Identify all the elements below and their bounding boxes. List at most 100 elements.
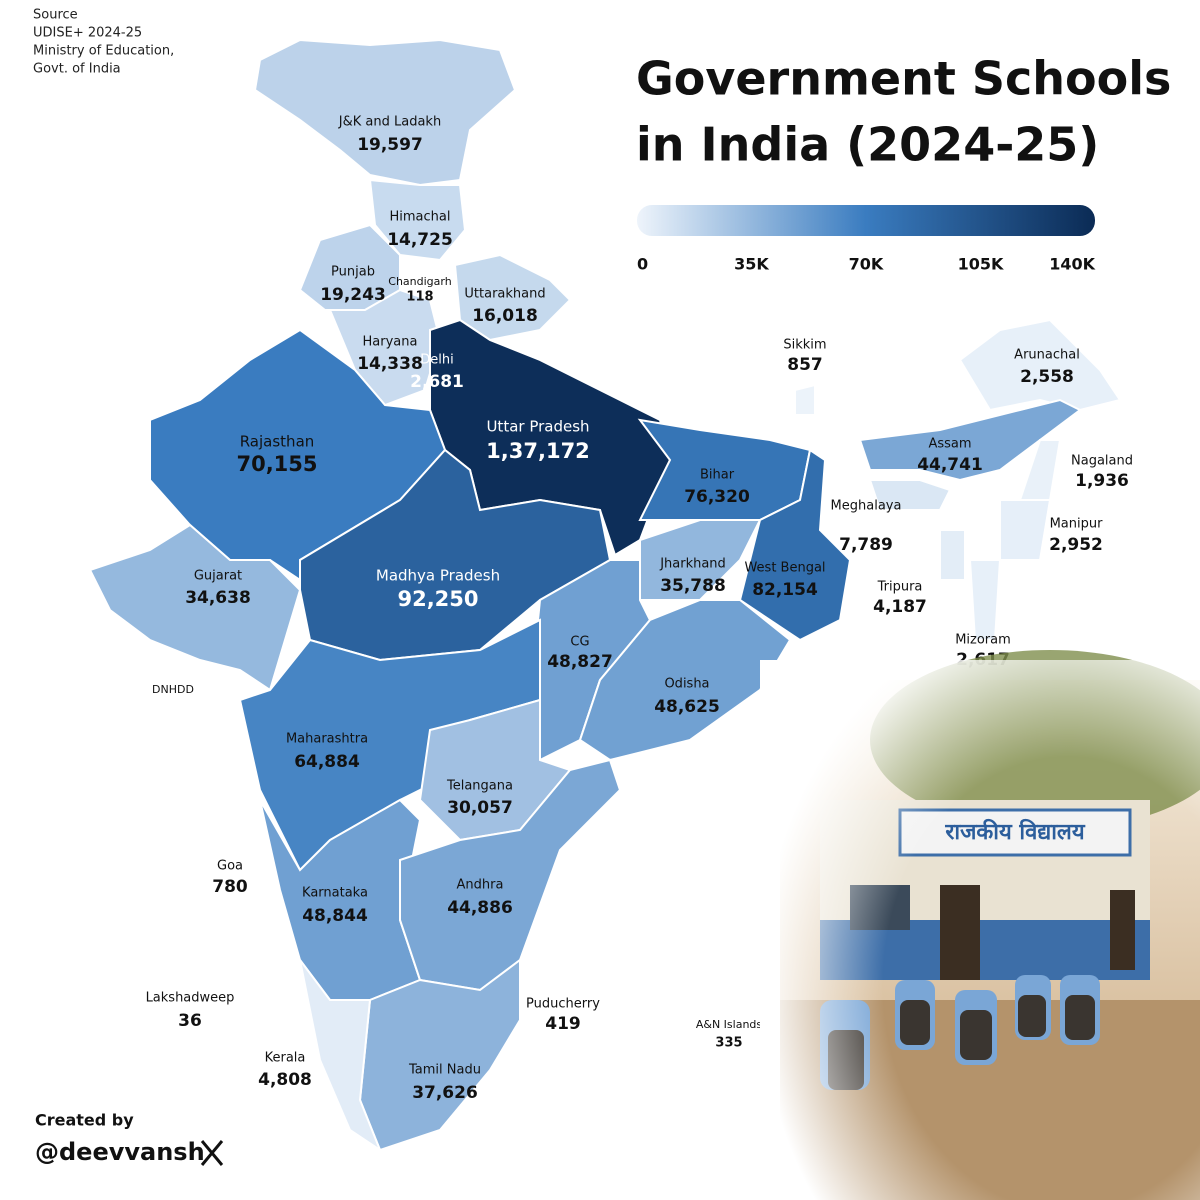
credit-label: Created by xyxy=(35,1111,134,1130)
region-value: 419 xyxy=(545,1014,581,1034)
school-photo: राजकीय विद्यालय xyxy=(760,650,1200,1200)
legend-tick-label: 35K xyxy=(734,255,769,274)
region-name: A&N Islands xyxy=(696,1018,763,1031)
region-name: Sikkim xyxy=(783,338,826,353)
region-shape xyxy=(939,529,966,581)
region-name: CG xyxy=(570,635,589,650)
source-line: UDISE+ 2024-25 xyxy=(33,26,142,41)
region-shape xyxy=(368,178,467,262)
region-value: 14,338 xyxy=(357,354,423,374)
region-shape xyxy=(149,328,447,582)
region-name: Rajasthan xyxy=(240,433,315,451)
region-value: 37,626 xyxy=(412,1083,478,1103)
region-name: Assam xyxy=(928,437,971,452)
region-shape xyxy=(299,959,383,1153)
region-value: 16,018 xyxy=(472,306,538,326)
region-value: 2,681 xyxy=(410,372,464,392)
region-name: Arunachal xyxy=(1014,348,1080,363)
region-value: 36 xyxy=(178,1011,202,1031)
region-value: 82,154 xyxy=(752,580,818,600)
source-line: Source xyxy=(33,8,78,23)
region-name: Uttar Pradesh xyxy=(486,418,589,436)
region-value: 4,187 xyxy=(873,597,927,617)
region-value: 780 xyxy=(212,877,248,897)
region-value: 48,827 xyxy=(547,652,613,672)
region-name: Himachal xyxy=(390,210,451,225)
credit-handle: @deevvansh xyxy=(35,1138,205,1166)
region-name: Punjab xyxy=(331,265,375,280)
map: J&K and Ladakh 19,597 Himachal 14,725 Punjab… xyxy=(88,38,1133,1153)
region-name: Mizoram xyxy=(955,633,1011,648)
region-name: Goa xyxy=(217,859,243,874)
region-value: 19,243 xyxy=(320,285,386,305)
region-shape xyxy=(399,758,622,992)
region-value: 34,638 xyxy=(185,588,251,608)
region-name: West Bengal xyxy=(744,561,825,576)
region-value: 7,789 xyxy=(839,535,893,555)
region-name: J&K and Ladakh xyxy=(338,115,441,130)
region-name: Madhya Pradesh xyxy=(376,567,500,585)
region-value: 30,057 xyxy=(447,798,513,818)
legend-tick-label: 105K xyxy=(958,255,1004,274)
region-value: 4,808 xyxy=(258,1070,312,1090)
region-shape xyxy=(999,499,1052,561)
region-value: 35,788 xyxy=(660,576,726,596)
region-name: Odisha xyxy=(664,677,709,692)
region-value: 118 xyxy=(406,290,433,305)
region-value: 857 xyxy=(787,355,823,375)
region-shape xyxy=(253,38,517,187)
region-shape xyxy=(968,559,1002,641)
region-name: DNHDD xyxy=(152,683,194,696)
region-value: 76,320 xyxy=(684,487,750,507)
region-name: Kerala xyxy=(265,1051,306,1066)
region-value: 14,725 xyxy=(387,230,453,250)
region-name: Jharkhand xyxy=(659,557,726,572)
title: Government Schools xyxy=(636,52,1171,106)
region-value: 48,844 xyxy=(302,906,368,926)
title: in India (2024-25) xyxy=(636,118,1099,172)
region-shape xyxy=(868,479,952,511)
region-name: Lakshadweep xyxy=(146,991,235,1006)
region-name: Gujarat xyxy=(194,569,242,584)
region-value: 64,884 xyxy=(294,752,360,772)
source-line: Govt. of India xyxy=(33,62,121,77)
region-value: 1,37,172 xyxy=(486,439,590,463)
region-name: Uttarakhand xyxy=(464,287,545,302)
region-name: Telangana xyxy=(446,779,513,794)
region-name: Bihar xyxy=(700,468,735,483)
region-value: 2,952 xyxy=(1049,535,1103,555)
region-name: Tripura xyxy=(877,580,923,595)
region-value: 44,886 xyxy=(447,898,513,918)
region-value: 2,558 xyxy=(1020,367,1074,387)
legend-bar xyxy=(637,205,1095,236)
region-shape xyxy=(794,383,816,416)
x-logo xyxy=(200,1140,224,1166)
photo-sign: राजकीय विद्यालय xyxy=(944,818,1085,845)
region-name: Haryana xyxy=(363,335,418,350)
region-name: Manipur xyxy=(1050,517,1104,532)
region-shape xyxy=(958,318,1122,412)
legend-tick-label: 140K xyxy=(1049,255,1095,274)
region-shape xyxy=(88,523,302,692)
region-name: Tamil Nadu xyxy=(408,1063,481,1078)
region-name: Nagaland xyxy=(1071,454,1133,469)
region-value: 92,250 xyxy=(397,587,478,611)
region-value: 70,155 xyxy=(236,452,317,476)
legend-tick-label: 70K xyxy=(849,255,884,274)
region-name: Karnataka xyxy=(302,886,368,901)
region-name: Meghalaya xyxy=(831,499,902,514)
region-name: Andhra xyxy=(457,878,504,893)
region-name: Chandigarh xyxy=(388,275,451,288)
source-line: Ministry of Education, xyxy=(33,44,174,59)
region-value: 1,936 xyxy=(1075,471,1129,491)
region-value: 44,741 xyxy=(917,455,983,475)
region-shape xyxy=(738,448,852,642)
region-value: 335 xyxy=(715,1036,742,1051)
legend-tick-label: 0 xyxy=(637,255,648,274)
region-value: 48,625 xyxy=(654,697,720,717)
region-name: Puducherry xyxy=(526,997,600,1012)
region-name: Maharashtra xyxy=(286,732,368,747)
region-value: 19,597 xyxy=(357,135,423,155)
region-name: Delhi xyxy=(420,353,453,368)
